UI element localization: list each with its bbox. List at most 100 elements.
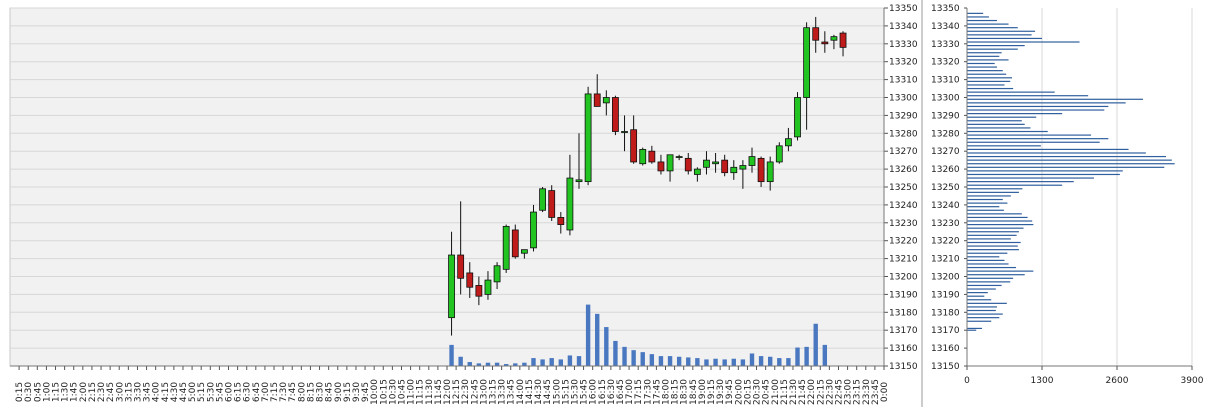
candle-up	[675, 156, 683, 158]
candle-down	[648, 150, 656, 163]
candle-up	[730, 166, 738, 174]
time-tick-label: 20:15	[743, 379, 753, 405]
candle-up	[766, 161, 774, 183]
volume-profile-bar	[967, 12, 984, 14]
volume-profile-bar	[967, 295, 985, 297]
candle-down	[466, 272, 474, 288]
volume-profile-bar	[967, 23, 1009, 25]
volume-bar	[822, 344, 828, 366]
volume-bar	[613, 340, 618, 366]
price-tick-label: 13210	[889, 255, 918, 265]
volume-profile-bar	[967, 198, 1003, 201]
time-tick-label: 1:15	[52, 382, 62, 402]
candles	[448, 16, 847, 336]
volume-profile-x-tick-label: 1300	[1031, 376, 1054, 386]
time-tick-label: 22:30	[825, 379, 835, 405]
volume-profile-bar	[967, 120, 1022, 122]
volume-profile-bar	[967, 27, 1018, 29]
volume-profile-y-tick-label: 13320	[931, 58, 960, 68]
volume-profile-chart: 13150 13160 13170 13180 13190 13200 13210 13220…	[921, 0, 1204, 407]
time-tick-label: 10:00	[370, 379, 380, 405]
time-tick-label: 3:15	[124, 382, 134, 402]
volume-profile-bar	[967, 202, 1008, 204]
volume-profile-y-tick-label: 13150	[931, 362, 960, 372]
volume-bar	[595, 313, 600, 366]
time-tick-label: 21:45	[798, 379, 808, 405]
time-tick-label: 11:30	[425, 379, 435, 405]
time-tick-label: 6:00	[225, 382, 235, 402]
volume-profile-bar	[967, 320, 992, 322]
volume-profile-bar	[967, 55, 1000, 57]
price-tick-label: 13280	[889, 129, 918, 139]
candle-up	[493, 265, 501, 283]
time-tick-label: 23:15	[853, 379, 863, 405]
time-tick-label: 10:45	[397, 379, 407, 405]
volume-profile-bar	[967, 327, 982, 330]
candle-down	[475, 285, 483, 297]
time-axis: 0:15 0:30 0:45 1:00 1:15 1:30 1:45 2:00 2:15 2:30…	[10, 365, 890, 405]
volume-profile-bar	[967, 41, 1080, 43]
candle-up	[530, 211, 537, 249]
volume-profile-y-tick-label: 13170	[931, 326, 960, 336]
volume-profile-bar	[967, 145, 1041, 147]
volume-profile-bar	[967, 223, 1034, 226]
volume-profile-gridlines	[921, 0, 1193, 407]
volume-profile-bar	[967, 277, 1014, 279]
time-tick-label: 4:30	[170, 382, 180, 402]
volume-profile-bar	[967, 306, 997, 308]
volume-bar	[485, 362, 491, 366]
time-tick-label: 0:45	[33, 382, 43, 402]
volume-bar	[686, 357, 691, 366]
volume-profile-bar	[967, 299, 992, 301]
volume-profile-bar	[967, 19, 997, 22]
volume-profile-bar	[967, 66, 997, 68]
time-tick-label: 0:00	[880, 382, 890, 402]
price-tick-label: 13320	[889, 58, 918, 68]
candle-down	[511, 229, 519, 258]
volume-profile-bar	[967, 152, 1146, 154]
volume-profile-bar	[967, 241, 1021, 244]
volume-profile-bar	[967, 213, 1022, 215]
volume-profile-bar	[967, 270, 1034, 272]
candle-up	[703, 159, 710, 168]
volume-profile-bar	[967, 317, 1000, 319]
price-tick-label: 13150	[889, 362, 918, 372]
time-tick-label: 19:15	[707, 379, 717, 405]
volume-profile-y-tick-label: 13230	[931, 219, 960, 229]
candle-down	[612, 97, 619, 132]
volume-profile-bar	[967, 130, 1048, 133]
volume-profile-bar	[967, 231, 1019, 233]
time-tick-label: 12:15	[452, 379, 462, 405]
volume-profile-y-tick-label: 13340	[931, 22, 960, 32]
volume-profile-y-tick-label: 13240	[931, 201, 960, 211]
volume-profile-bar	[967, 59, 1009, 61]
volume-profile-bar	[967, 84, 1005, 86]
volume-bar	[786, 358, 791, 366]
time-tick-label: 6:15	[234, 382, 244, 402]
time-tick-label: 17:30	[643, 379, 653, 405]
time-tick-label: 5:00	[188, 382, 198, 402]
volume-bar	[804, 346, 809, 366]
time-tick-label: 17:45	[652, 379, 662, 405]
volume-bar	[476, 363, 482, 366]
time-tick-label: 21:00	[771, 379, 781, 405]
candle-up	[602, 97, 610, 104]
time-tick-label: 8:30	[316, 382, 326, 402]
volume-profile-bar	[967, 249, 1019, 251]
candle-up	[448, 254, 455, 319]
volume-profile-y-tick-label: 13350	[931, 4, 960, 14]
time-tick-label: 22:00	[807, 379, 817, 405]
time-tick-label: 4:00	[152, 382, 162, 402]
volume-profile-bar	[967, 256, 1000, 258]
candle-up	[539, 188, 546, 211]
volume-bars	[449, 304, 828, 366]
time-tick-label: 18:45	[689, 379, 699, 405]
volume-profile-bar	[967, 206, 1000, 208]
volume-bar	[449, 344, 454, 366]
time-tick-label: 2:15	[88, 382, 98, 402]
volume-profile-bar	[967, 30, 1036, 32]
time-tick-label: 7:30	[279, 382, 289, 402]
candle-down	[812, 27, 820, 41]
volume-profile-y-tick-label: 13310	[931, 76, 960, 86]
